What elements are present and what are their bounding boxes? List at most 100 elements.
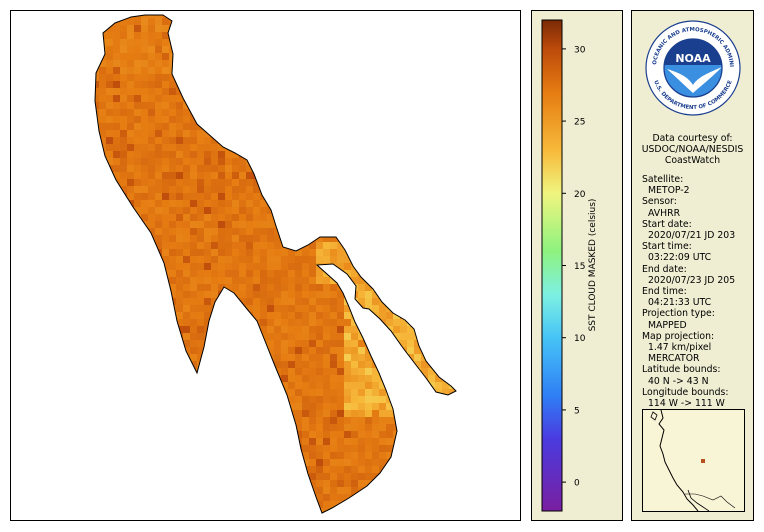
- sst-cell: [127, 466, 134, 473]
- sst-cell: [365, 18, 372, 25]
- sst-cell: [169, 452, 176, 459]
- sst-cell: [169, 389, 176, 396]
- sst-cell: [225, 32, 232, 39]
- sst-cell: [127, 403, 134, 410]
- sst-cell: [162, 396, 169, 403]
- sst-cell: [134, 249, 141, 256]
- sst-cell: [337, 298, 344, 305]
- sst-cell: [379, 144, 386, 151]
- sst-cell: [449, 81, 456, 88]
- sst-cell: [141, 151, 148, 158]
- sst-cell: [95, 235, 99, 242]
- sst-cell: [253, 410, 260, 417]
- sst-cell: [316, 291, 323, 298]
- sst-cell: [358, 291, 365, 298]
- sst-cell: [120, 39, 127, 46]
- sst-cell: [113, 39, 120, 46]
- sst-cell: [365, 88, 372, 95]
- sst-cell: [449, 515, 456, 520]
- sst-cell: [197, 74, 204, 81]
- sst-cell: [379, 263, 386, 270]
- sst-cell: [295, 179, 302, 186]
- sst-cell: [253, 256, 260, 263]
- sst-cell: [78, 95, 85, 102]
- sst-cell: [456, 319, 463, 326]
- sst-cell: [456, 221, 463, 228]
- sst-cell: [449, 347, 456, 354]
- sst-cell: [190, 249, 197, 256]
- sst-cell: [78, 123, 85, 130]
- sst-cell: [470, 67, 477, 74]
- sst-cell: [246, 452, 253, 459]
- sst-cell: [127, 354, 134, 361]
- sst-cell: [386, 53, 393, 60]
- sst-cell: [463, 158, 470, 165]
- sst-cell: [302, 382, 309, 389]
- sst-cell: [421, 130, 428, 137]
- sst-cell: [274, 46, 281, 53]
- sst-cell: [120, 361, 127, 368]
- sst-cell: [190, 88, 197, 95]
- sst-cell: [393, 375, 400, 382]
- sst-cell: [337, 438, 344, 445]
- sst-cell: [463, 291, 470, 298]
- sst-cell: [155, 305, 162, 312]
- metadata-label: Start date:: [642, 218, 692, 230]
- sst-cell: [330, 256, 337, 263]
- sst-cell: [274, 284, 281, 291]
- sst-cell: [344, 186, 351, 193]
- sst-cell: [155, 67, 162, 74]
- sst-cell: [78, 305, 85, 312]
- sst-cell: [106, 193, 113, 200]
- sst-cell: [393, 361, 400, 368]
- sst-cell: [155, 207, 162, 214]
- sst-cell: [428, 67, 435, 74]
- sst-cell: [421, 137, 428, 144]
- sst-cell: [274, 403, 281, 410]
- sst-cell: [288, 515, 295, 520]
- sst-cell: [407, 389, 414, 396]
- sst-cell: [260, 53, 267, 60]
- sst-cell: [358, 74, 365, 81]
- sst-cell: [127, 487, 134, 494]
- metadata-value: 1.47 km/pixel: [648, 342, 712, 354]
- sst-cell: [386, 165, 393, 172]
- sst-cell: [113, 151, 120, 158]
- sst-cell: [113, 396, 120, 403]
- sst-cell: [239, 67, 246, 74]
- sst-cell: [428, 53, 435, 60]
- sst-cell: [372, 193, 379, 200]
- sst-cell: [414, 501, 421, 508]
- sst-cell: [337, 235, 344, 242]
- sst-cell: [372, 508, 379, 513]
- sst-cell: [204, 354, 211, 361]
- sst-cell: [386, 193, 393, 200]
- sst-cell: [281, 18, 288, 25]
- sst-cell: [176, 424, 183, 431]
- sst-cell: [316, 305, 323, 312]
- sst-cell: [239, 46, 246, 53]
- sst-cell: [190, 144, 197, 151]
- sst-cell: [295, 158, 302, 165]
- sst-cell: [463, 410, 470, 417]
- sst-cell: [344, 18, 351, 25]
- sst-cell: [148, 39, 155, 46]
- sst-cell: [162, 291, 169, 298]
- sst-cell: [323, 256, 330, 263]
- sst-cell: [267, 81, 274, 88]
- sst-cell: [400, 123, 407, 130]
- sst-cell: [295, 221, 302, 228]
- sst-cell: [281, 508, 288, 513]
- sst-cell: [106, 207, 113, 214]
- sst-cell: [246, 291, 253, 298]
- sst-cell: [134, 438, 141, 445]
- sst-cell: [379, 81, 386, 88]
- sst-cell: [428, 403, 435, 410]
- sst-cell: [232, 284, 239, 291]
- sst-cell: [95, 375, 99, 382]
- sst-cell: [365, 326, 372, 333]
- sst-cell: [393, 53, 400, 60]
- sst-cell: [106, 480, 113, 487]
- sst-cell: [176, 375, 183, 382]
- sst-cell: [351, 88, 358, 95]
